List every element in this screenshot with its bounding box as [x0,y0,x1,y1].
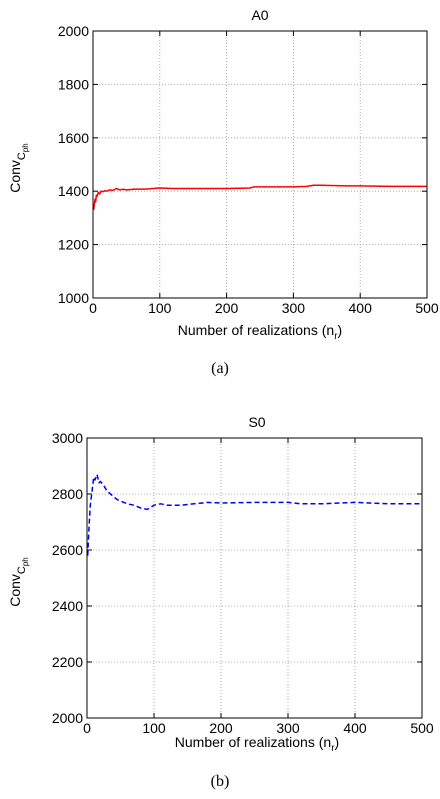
chart-a0: A0 0 100 200 300 400 500 1000 1200 1400 1600 1800 2… [7,7,439,342]
x-tick-label: 400 [343,720,367,736]
y-axis-label-sub: C [16,566,28,574]
grid [87,438,422,718]
y-tick-label: 2200 [52,654,83,670]
x-axis-label-sub: r [331,743,335,754]
x-axis-label-end: ) [335,734,340,750]
y-tick-label: 2000 [52,710,83,726]
caption-b: (b) [210,773,230,790]
axes-box [92,30,428,299]
x-axis-label: Number of realizations (nr) [175,734,339,754]
y-axis-label: ConvCph [7,557,30,607]
series-line-0 [86,473,422,556]
x-axis-label-main: Number of realizations (n [178,322,334,338]
x-axis-label-sub: r [334,331,338,342]
x-tick-label: 300 [276,720,300,736]
grid [93,31,427,298]
caption-a: (a) [211,360,229,377]
y-tick-label: 1600 [58,130,89,146]
y-tick-label: 2400 [52,598,83,614]
y-tick-label: 1400 [58,183,89,199]
axes-box [86,437,423,719]
chart-title: S0 [248,414,265,430]
series-layer [86,473,422,556]
x-tick-label: 500 [410,720,434,736]
series-layer [92,184,427,210]
x-tick-label: 0 [83,720,91,736]
x-tick-label: 200 [215,300,239,316]
chart-title: A0 [251,7,268,23]
x-tick-label: 100 [148,300,172,316]
y-axis-label-main: Conv [7,160,23,193]
x-tick-label: 200 [209,720,233,736]
tick-layer: 0 100 200 300 400 500 1000 1200 1400 1600 1800 2000 [58,23,439,316]
y-tick-label: 2000 [58,23,89,39]
x-tick-label: 100 [142,720,166,736]
y-axis-label-subsub: ph [21,557,30,566]
x-tick-label: 0 [89,300,97,316]
x-axis-label: Number of realizations (nr) [178,322,342,342]
y-tick-label: 1800 [58,76,89,92]
series-line-0 [92,184,427,210]
tick-layer: 0 100 200 300 400 500 2000 2200 2400 2600 2800 3000 [52,430,434,736]
y-tick-label: 3000 [52,430,83,446]
x-axis-label-main: Number of realizations (n [175,734,331,750]
x-axis-label-end: ) [338,322,343,338]
y-tick-label: 1000 [58,290,89,306]
x-tick-label: 300 [282,300,306,316]
y-axis-label-subsub: ph [21,143,30,152]
chart-s0: S0 0 100 200 300 400 500 2000 2200 2400 2600 2800 3… [7,414,434,754]
y-axis-label-main: Conv [7,574,23,607]
y-axis-label: ConvCph [7,143,30,193]
y-tick-label: 2600 [52,542,83,558]
x-tick-label: 400 [349,300,373,316]
y-tick-label: 2800 [52,486,83,502]
y-tick-label: 1200 [58,237,89,253]
y-axis-label-sub: C [16,152,28,160]
x-tick-label: 500 [415,300,439,316]
